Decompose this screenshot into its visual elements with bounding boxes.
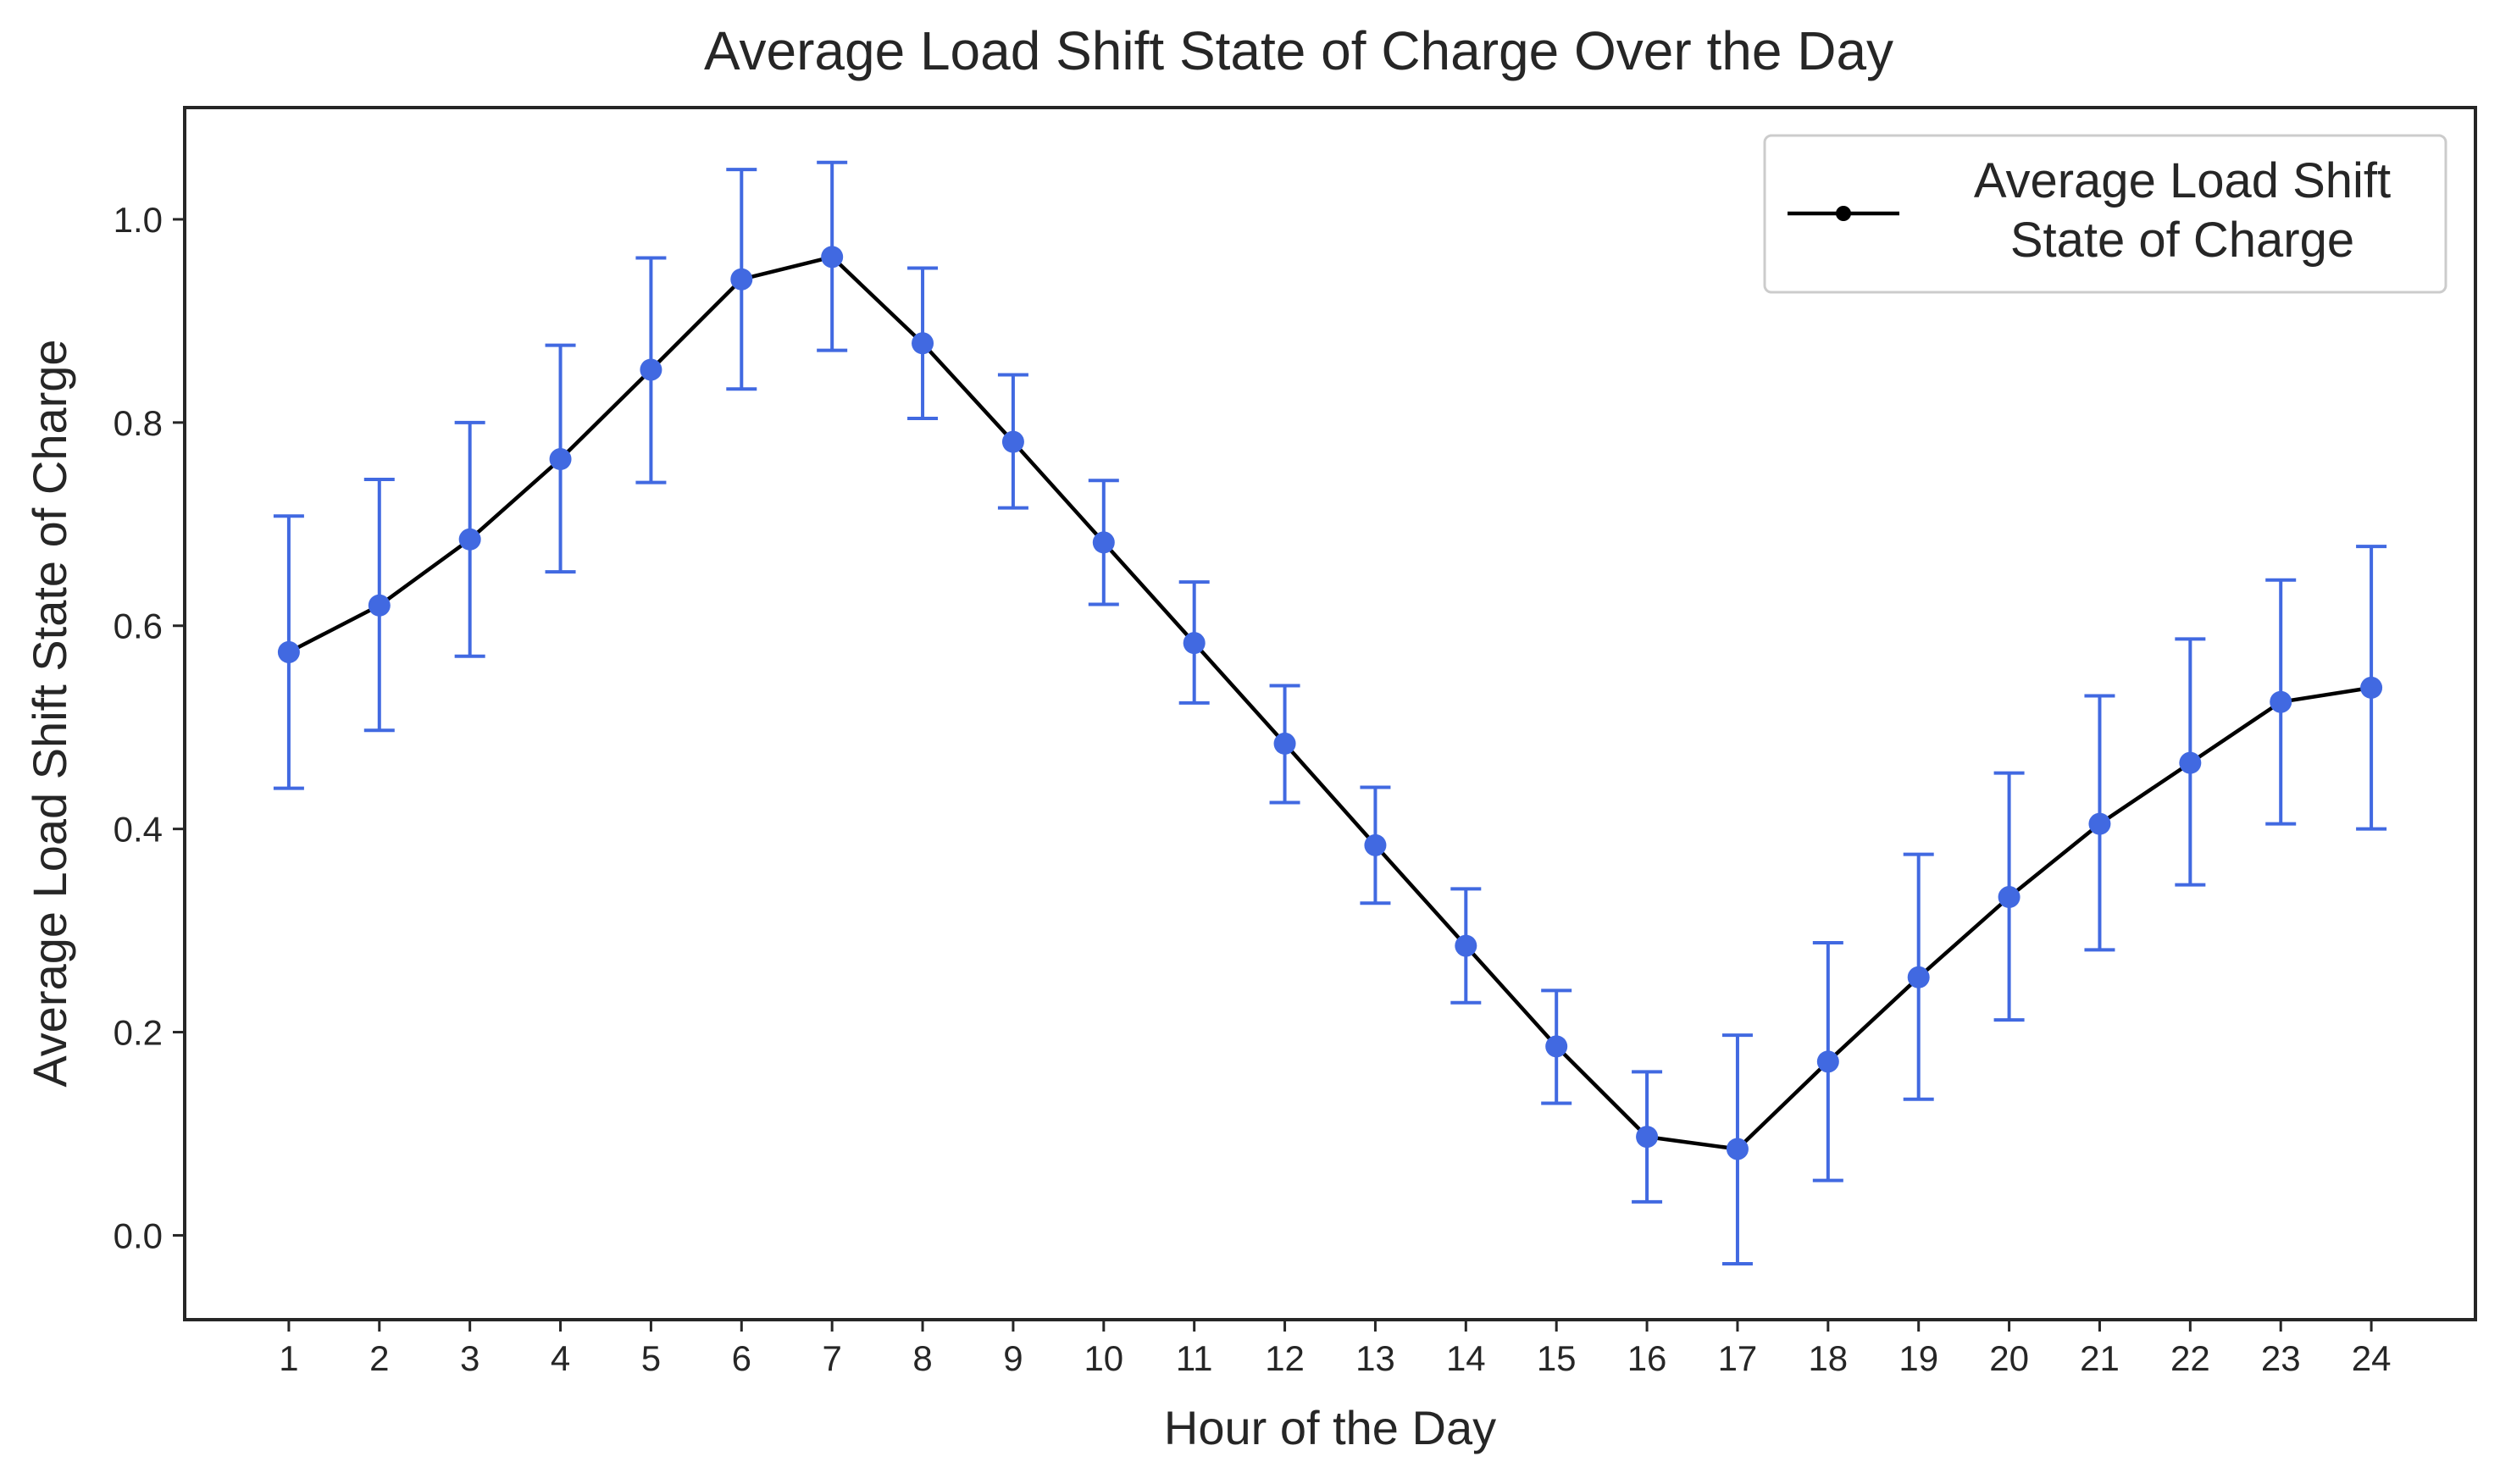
plot-frame <box>183 106 2477 1321</box>
x-tick-label: 7 <box>822 1338 841 1378</box>
legend: Average Load Shift State of Charge <box>1763 134 2447 294</box>
x-tick-label: 20 <box>1989 1338 2029 1378</box>
data-point <box>1364 833 1387 856</box>
data-point <box>821 246 844 269</box>
x-tick-label: 2 <box>369 1338 389 1378</box>
x-tick-label: 15 <box>1537 1338 1577 1378</box>
data-point <box>1907 966 1930 988</box>
x-tick-label: 21 <box>2080 1338 2120 1378</box>
data-point <box>2360 676 2383 699</box>
data-point <box>1273 732 1296 755</box>
x-tick-label: 23 <box>2261 1338 2301 1378</box>
series-line <box>287 255 2372 1151</box>
x-tick-label: 18 <box>1808 1338 1848 1378</box>
data-point <box>1636 1126 1659 1149</box>
y-tick-label: 0.6 <box>114 606 163 646</box>
data-point <box>1001 430 1024 453</box>
x-tick-label: 4 <box>551 1338 570 1378</box>
y-axis: 0.0 0.2 0.4 0.6 0.8 1.0 <box>114 200 185 1255</box>
data-point <box>730 268 753 291</box>
x-tick-label: 10 <box>1084 1338 1123 1378</box>
y-tick-label: 0.4 <box>114 810 163 850</box>
legend-label-line2: State of Charge <box>2010 213 2354 268</box>
y-axis-label: Average Load Shift State of Charge <box>23 339 76 1087</box>
legend-box <box>1763 134 2447 294</box>
x-axis: 1 2 3 4 5 6 7 8 9 10 11 12 13 14 15 16 17 18 19 20 21 22 23 24 <box>279 1320 2391 1378</box>
data-point <box>549 448 572 471</box>
y-tick-label: 1.0 <box>114 200 163 240</box>
data-point <box>277 640 300 663</box>
x-axis-label: Hour of the Day <box>1164 1401 1496 1454</box>
data-point <box>1816 1050 1839 1073</box>
x-tick-label: 14 <box>1446 1338 1486 1378</box>
x-tick-label: 13 <box>1355 1338 1395 1378</box>
x-tick-label: 24 <box>2352 1338 2392 1378</box>
data-point <box>1092 531 1115 554</box>
y-tick-label: 0.2 <box>114 1013 163 1053</box>
x-tick-label: 11 <box>1176 1338 1213 1378</box>
y-tick-label: 0.0 <box>114 1215 163 1255</box>
data-point <box>1998 886 2021 909</box>
data-point <box>1183 632 1206 655</box>
legend-marker-swatch <box>1836 206 1851 221</box>
x-tick-label: 6 <box>732 1338 751 1378</box>
x-tick-label: 12 <box>1265 1338 1305 1378</box>
x-tick-label: 17 <box>1718 1338 1758 1378</box>
x-tick-label: 3 <box>460 1338 479 1378</box>
chart-title: Average Load Shift State of Charge Over … <box>704 20 1893 81</box>
data-point <box>640 358 662 381</box>
x-tick-label: 9 <box>1003 1338 1023 1378</box>
legend-label-line1: Average Load Shift <box>1974 153 2391 208</box>
y-tick-label: 0.8 <box>114 403 163 443</box>
data-points <box>277 246 2383 1160</box>
data-point <box>368 594 391 617</box>
x-tick-label: 1 <box>279 1338 298 1378</box>
data-point <box>458 528 481 551</box>
data-point <box>2088 812 2111 835</box>
x-tick-label: 8 <box>912 1338 932 1378</box>
data-point <box>1545 1035 1568 1058</box>
data-point <box>2179 751 2202 774</box>
data-point <box>1726 1138 1749 1160</box>
x-tick-label: 16 <box>1627 1338 1667 1378</box>
x-tick-label: 5 <box>641 1338 661 1378</box>
x-tick-label: 22 <box>2170 1338 2210 1378</box>
plot-area: 0.00.20.40.60.81.0 1 2 3 4 5 6 7 8 9 10 11 12 13 14 15… <box>114 106 2477 1378</box>
x-tick-label: 19 <box>1899 1338 1938 1378</box>
data-point <box>2270 690 2292 713</box>
data-point <box>912 332 934 355</box>
data-point <box>1455 934 1477 957</box>
